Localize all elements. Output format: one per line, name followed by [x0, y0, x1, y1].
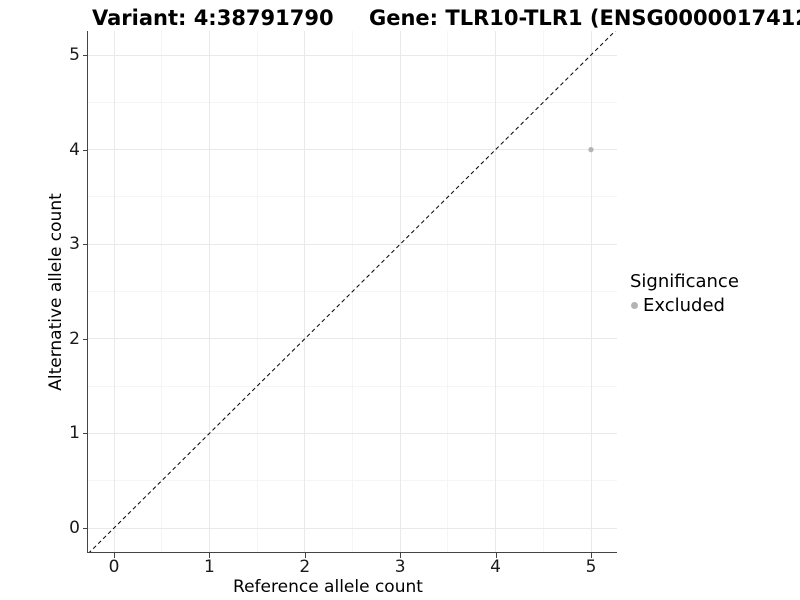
y-tick-label: 0: [69, 518, 80, 538]
y-tick-mark: [83, 149, 88, 151]
x-tick-label: 2: [299, 557, 311, 577]
y-tick-mark: [83, 338, 88, 340]
gridline-y-minor: [88, 385, 617, 387]
x-tick-label: 1: [203, 557, 215, 577]
x-tick-mark: [400, 553, 402, 558]
gridline-y-major: [88, 527, 617, 529]
x-tick-label: 3: [394, 557, 406, 577]
y-tick-label: 5: [69, 45, 80, 65]
gridline-x-major: [208, 31, 210, 552]
x-tick-mark: [495, 553, 497, 558]
x-tick-label: 0: [108, 557, 120, 577]
gridline-y-major: [88, 338, 617, 340]
y-tick-label: 3: [69, 234, 80, 255]
x-tick-label: 5: [585, 557, 597, 577]
y-tick-mark: [83, 433, 88, 435]
gridline-y-major: [88, 149, 617, 151]
gridline-x-major: [399, 31, 401, 552]
legend-entry-label: Excluded: [643, 295, 725, 316]
y-tick-label: 4: [69, 139, 80, 160]
plot-canvas: [89, 31, 616, 552]
plot-title-gene: Gene: TLR10-TLR1 (ENSG00000174123-ENSG0: [369, 6, 800, 30]
gridline-y-minor: [88, 101, 617, 103]
y-tick-mark: [83, 528, 88, 529]
y-tick-mark: [83, 244, 88, 246]
y-axis-title: Alternative allele count: [46, 193, 66, 391]
gridline-x-major: [590, 31, 592, 552]
gridline-x-major: [495, 31, 497, 552]
legend-entry-excluded: Excluded: [630, 295, 739, 316]
legend-title: Significance: [630, 271, 739, 292]
gridline-x-major: [113, 31, 115, 552]
y-tick-label: 1: [69, 423, 80, 444]
x-tick-mark: [304, 553, 306, 558]
x-tick-mark: [209, 553, 211, 558]
gridline-y-minor: [88, 480, 617, 482]
plot-panel: [87, 31, 617, 553]
gridline-y-major: [88, 432, 617, 434]
x-tick-mark: [114, 553, 115, 558]
gridline-y-major: [88, 243, 617, 245]
x-tick-mark: [591, 553, 592, 558]
legend: Significance Excluded: [630, 271, 739, 316]
legend-point-icon: [631, 302, 638, 309]
x-tick-label: 4: [490, 557, 501, 577]
identity-line: [89, 31, 616, 552]
y-tick-mark: [83, 55, 88, 56]
data-point-excluded: [588, 147, 594, 153]
gridline-y-major: [88, 54, 617, 56]
y-tick-label: 2: [69, 328, 80, 349]
x-axis-title: Reference allele count: [233, 577, 423, 597]
plot-title-variant: Variant: 4:38791790: [92, 6, 334, 30]
gridline-y-minor: [88, 196, 617, 198]
gridline-x-major: [304, 31, 306, 552]
